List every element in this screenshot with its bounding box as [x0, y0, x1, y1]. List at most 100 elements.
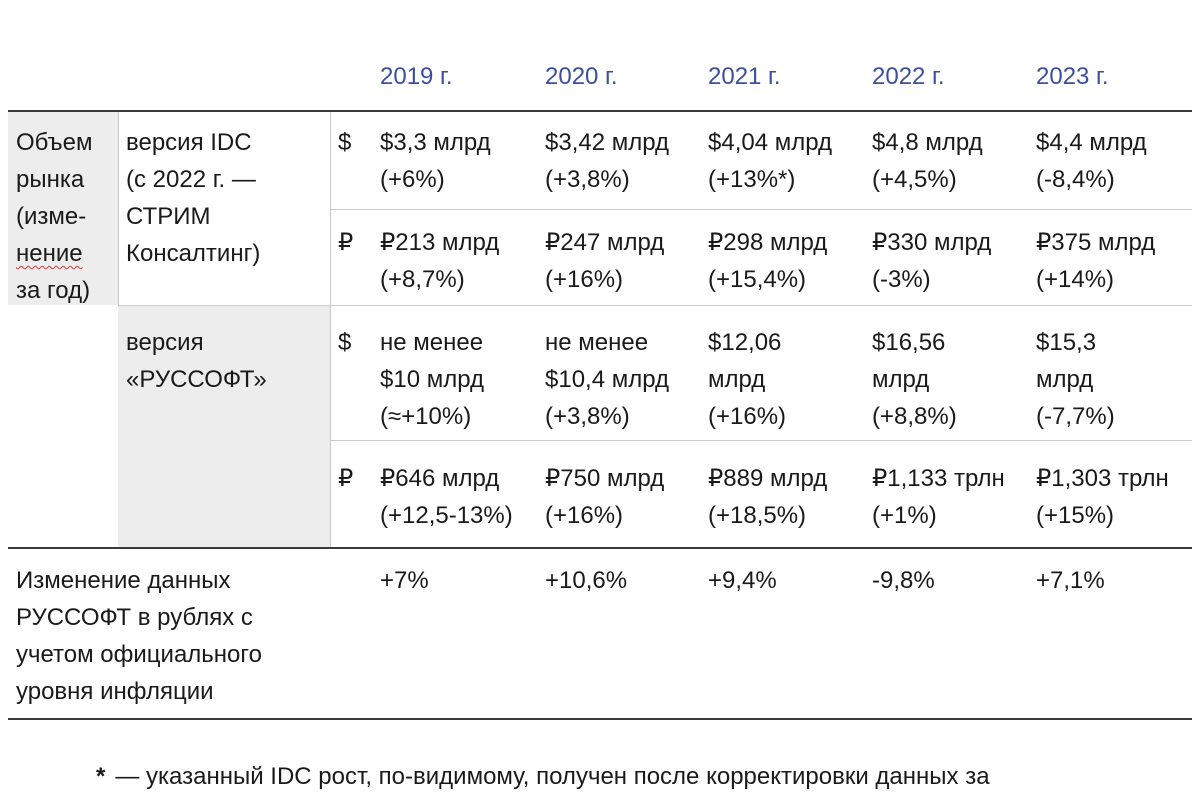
- cell-line: $12,06: [708, 329, 782, 356]
- row-label-line: «РУССОФТ»: [126, 366, 267, 393]
- inflation-2023: +7,1%: [1036, 567, 1105, 594]
- middle-rule: [8, 547, 1192, 549]
- currency-symbol-usd: $: [338, 129, 352, 156]
- footnote: * — указанный IDC рост, по-видимому, полу…: [96, 760, 1196, 794]
- russoft-usd-2020: не менее $10,4 млрд (+3,8%): [545, 324, 669, 435]
- idc-rub-2020: ₽247 млрд (+16%): [545, 224, 664, 298]
- row-label-line: учетом официального: [16, 641, 262, 668]
- row-label-russoft: версия «РУССОФТ»: [126, 324, 267, 398]
- row-label-line: РУССОФТ в рублях с: [16, 604, 253, 631]
- russoft-rub-2021: ₽889 млрд (+18,5%): [708, 460, 827, 534]
- cell-line: $4,8 млрд: [872, 129, 983, 156]
- idc-usd-2022: $4,8 млрд (+4,5%): [872, 124, 983, 198]
- cell-line: ₽750 млрд: [545, 465, 665, 492]
- russoft-rub-2023: ₽1,303 трлн (+15%): [1036, 460, 1169, 534]
- cell-line: ₽889 млрд: [708, 465, 828, 492]
- cell-line: (-8,4%): [1036, 166, 1115, 193]
- cell-line: (+8,8%): [872, 403, 957, 430]
- cell-line: $4,4 млрд: [1036, 129, 1147, 156]
- cell-line: ₽247 млрд: [545, 229, 665, 256]
- cell-line: (+3,8%): [545, 166, 630, 193]
- cell-line: (+12,5-13%): [380, 502, 513, 529]
- top-rule: [8, 110, 1192, 112]
- year-header-2021: 2021 г.: [708, 63, 781, 90]
- russoft-usd-2019: не менее $10 млрд (≈+10%): [380, 324, 484, 435]
- cell-line: не менее: [545, 329, 649, 356]
- year-header-2019: 2019 г.: [380, 63, 453, 90]
- cell-line: ₽646 млрд: [380, 465, 500, 492]
- year-header-2022: 2022 г.: [872, 63, 945, 90]
- shaded-band-left: [8, 110, 118, 305]
- cell-line: (+16%): [708, 403, 787, 430]
- currency-symbol-rub: ₽: [338, 229, 354, 256]
- row-label-idc: версия IDC (с 2022 г. — СТРИМ Консалтинг…: [126, 124, 260, 272]
- cell-line: ₽1,303 трлн: [1036, 465, 1169, 492]
- group-label-line: за год): [16, 277, 91, 304]
- inflation-2022: -9,8%: [872, 567, 935, 594]
- cell-line: (≈+10%): [380, 403, 472, 430]
- shaded-band-right: [118, 305, 330, 548]
- bottom-rule: [8, 718, 1192, 720]
- cell-line: (+14%): [1036, 266, 1115, 293]
- row-label-inflation: Изменение данных РУССОФТ в рублях с учет…: [16, 562, 262, 710]
- cell-line: (+13%*): [708, 166, 796, 193]
- row-label-line: (с 2022 г. —: [126, 166, 256, 193]
- cell-line: (+18,5%): [708, 502, 807, 529]
- cell-line: $3,3 млрд: [380, 129, 491, 156]
- idc-usd-2019: $3,3 млрд (+6%): [380, 124, 491, 198]
- russoft-usd-2021: $12,06 млрд (+16%): [708, 324, 786, 435]
- cell-line: ₽298 млрд: [708, 229, 828, 256]
- cell-line: млрд: [872, 366, 930, 393]
- cell-line: $4,04 млрд: [708, 129, 833, 156]
- cell-line: (+1%): [872, 502, 937, 529]
- idc-usd-2021: $4,04 млрд (+13%*): [708, 124, 832, 198]
- russoft-usd-2022: $16,56 млрд (+8,8%): [872, 324, 957, 435]
- cell-line: (+16%): [545, 502, 624, 529]
- idc-rub-2021: ₽298 млрд (+15,4%): [708, 224, 827, 298]
- russoft-rub-2020: ₽750 млрд (+16%): [545, 460, 664, 534]
- cell-line: ₽213 млрд: [380, 229, 500, 256]
- group-label-line: нение: [16, 240, 83, 267]
- cell-line: млрд: [708, 366, 766, 393]
- row-label-line: версия IDC: [126, 129, 252, 156]
- footnote-marker: *: [96, 763, 106, 790]
- idc-inner-divider: [330, 209, 1192, 210]
- cell-line: (+8,7%): [380, 266, 465, 293]
- footnote-text: — указанный IDC рост, по-видимому, получ…: [115, 763, 990, 790]
- idc-rub-2023: ₽375 млрд (+14%): [1036, 224, 1155, 298]
- cell-line: (+15%): [1036, 502, 1115, 529]
- russoft-inner-divider: [330, 440, 1192, 441]
- group-label-market-volume: Объем рынка (изме- нение за год): [16, 124, 116, 309]
- inflation-2020: +10,6%: [545, 567, 628, 594]
- row-label-line: уровня инфляции: [16, 678, 214, 705]
- cell-line: (-7,7%): [1036, 403, 1115, 430]
- row-label-line: Консалтинг): [126, 240, 261, 267]
- idc-russoft-divider: [118, 305, 1192, 306]
- cell-line: ₽375 млрд: [1036, 229, 1156, 256]
- year-header-2020: 2020 г.: [545, 63, 618, 90]
- table-title-cut: [0, 0, 1200, 8]
- idc-usd-2020: $3,42 млрд (+3,8%): [545, 124, 669, 198]
- label-divider: [330, 112, 331, 547]
- currency-symbol-usd: $: [338, 329, 352, 356]
- cell-line: ₽330 млрд: [872, 229, 992, 256]
- cell-line: $3,42 млрд: [545, 129, 670, 156]
- row-label-line: СТРИМ: [126, 203, 211, 230]
- row-label-line: версия: [126, 329, 204, 356]
- inflation-2019: +7%: [380, 567, 429, 594]
- cell-line: $10 млрд: [380, 366, 485, 393]
- cell-line: (-3%): [872, 266, 931, 293]
- cell-line: (+6%): [380, 166, 445, 193]
- group-label-line: Объем: [16, 129, 93, 156]
- cell-line: (+16%): [545, 266, 624, 293]
- cell-line: не менее: [380, 329, 484, 356]
- inflation-2021: +9,4%: [708, 567, 777, 594]
- row-label-line: Изменение данных: [16, 567, 231, 594]
- group-label-line: рынка: [16, 166, 85, 193]
- idc-rub-2019: ₽213 млрд (+8,7%): [380, 224, 499, 298]
- russoft-rub-2019: ₽646 млрд (+12,5-13%): [380, 460, 513, 534]
- cell-line: ₽1,133 трлн: [872, 465, 1005, 492]
- cell-line: млрд: [1036, 366, 1094, 393]
- russoft-usd-2023: $15,3 млрд (-7,7%): [1036, 324, 1115, 435]
- cell-line: $15,3: [1036, 329, 1097, 356]
